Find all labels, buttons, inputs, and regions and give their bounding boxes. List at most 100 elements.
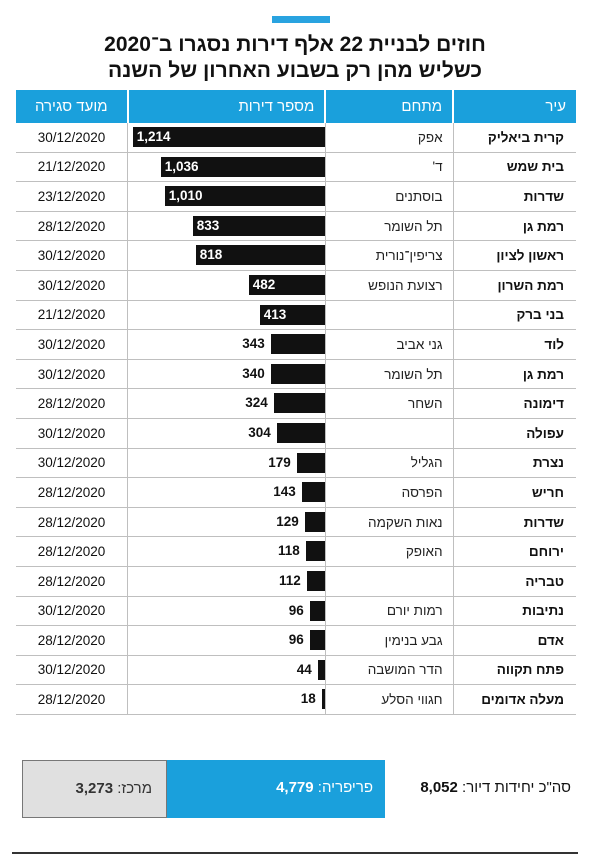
units-cell: 324: [127, 388, 326, 419]
units-value-label: 340: [242, 365, 265, 381]
units-cell: 413: [127, 300, 326, 331]
summary-periphery-value: 4,779: [276, 779, 314, 796]
units-bar: [306, 570, 325, 591]
units-bar: [309, 630, 325, 651]
table-row: קרית ביאליק אפק 1,214 30/12/2020: [16, 123, 576, 153]
summary-periphery-label: פריפריה:: [317, 779, 373, 796]
summary-total-value: 8,052: [420, 779, 458, 796]
date-cell: 30/12/2020: [16, 270, 128, 301]
complex-cell: הגליל: [324, 448, 454, 479]
date-cell: 30/12/2020: [16, 596, 128, 627]
table-row: שדרות נאות השקמה 129 28/12/2020: [16, 507, 576, 538]
date-cell: 28/12/2020: [16, 684, 128, 715]
units-value-label: 44: [296, 661, 312, 677]
bottom-divider: [12, 852, 578, 854]
complex-cell: גבע בנימין: [324, 625, 454, 656]
table-row: חריש הפרסה 143 28/12/2020: [16, 477, 576, 508]
city-cell: ראשון לציון: [452, 240, 576, 271]
date-cell: 28/12/2020: [16, 536, 128, 567]
city-cell: עפולה: [452, 418, 576, 449]
city-cell: אדם: [452, 625, 576, 656]
units-cell: 1,010: [127, 181, 326, 212]
date-cell: 28/12/2020: [16, 625, 128, 656]
units-value-label: 118: [277, 543, 300, 559]
date-cell: 30/12/2020: [16, 448, 128, 479]
column-header-date: מועד סגירה: [16, 90, 128, 123]
city-cell: לוד: [452, 329, 576, 360]
units-bar: [317, 659, 325, 680]
units-cell: 833: [127, 211, 326, 242]
city-cell: נצרת: [452, 448, 576, 479]
city-cell: פתח תקווה: [452, 655, 576, 686]
accent-bar: [272, 16, 330, 23]
units-bar: [270, 363, 325, 384]
column-header-complex: מתחם: [324, 90, 454, 123]
units-bar: [259, 304, 325, 325]
date-cell: 21/12/2020: [16, 152, 128, 183]
units-bar: [321, 689, 325, 710]
table-row: דימונה השחר 324 28/12/2020: [16, 388, 576, 419]
units-cell: 1,036: [127, 152, 326, 183]
date-cell: 23/12/2020: [16, 181, 128, 212]
chart-title: חוזים לבניית 22 אלף דירות נסגרו ב־2020: [104, 33, 486, 56]
summary-total-box: סה"כ יחידות דיור: 8,052: [385, 760, 577, 818]
units-value-label: 833: [196, 217, 220, 233]
table-row: רמת השרון רצועת הנופש 482 30/12/2020: [16, 270, 576, 301]
complex-cell: הפרסה: [324, 477, 454, 508]
table-row: מעלה אדומים חגווי הסלע 18 28/12/2020: [16, 684, 576, 715]
units-cell: 96: [127, 625, 326, 656]
city-cell: בני ברק: [452, 300, 576, 331]
table-row: רמת גן תל השומר 833 28/12/2020: [16, 211, 576, 242]
units-bar: [301, 482, 325, 503]
complex-cell: תל השומר: [324, 359, 454, 390]
units-value-label: 96: [288, 602, 304, 618]
units-bar: [192, 215, 325, 236]
column-header-units: מספר דירות: [126, 90, 326, 123]
date-cell: 21/12/2020: [16, 300, 128, 331]
date-cell: 28/12/2020: [16, 566, 128, 597]
complex-cell: גני אביב: [324, 329, 454, 360]
units-cell: 118: [127, 536, 326, 567]
units-bar: [248, 274, 325, 295]
city-cell: רמת גן: [452, 211, 576, 242]
date-cell: 30/12/2020: [16, 418, 128, 449]
units-value-label: 818: [199, 247, 223, 263]
date-cell: 28/12/2020: [16, 477, 128, 508]
complex-cell: רצועת הנופש: [324, 270, 454, 301]
table-row: שדרות בוסתנים 1,010 23/12/2020: [16, 181, 576, 212]
summary-box: מרכז: 3,273 פריפריה: 4,779 סה"כ יחידות ד…: [22, 760, 577, 818]
table-row: ירוחם האופק 118 28/12/2020: [16, 536, 576, 567]
table-row: טבריה 112 28/12/2020: [16, 566, 576, 597]
city-cell: ירוחם: [452, 536, 576, 567]
city-cell: נתיבות: [452, 596, 576, 627]
units-cell: 112: [127, 566, 326, 597]
units-cell: 818: [127, 240, 326, 271]
complex-cell: [324, 418, 454, 449]
units-cell: 482: [127, 270, 326, 301]
date-cell: 28/12/2020: [16, 211, 128, 242]
table-row: פתח תקווה הדר המושבה 44 30/12/2020: [16, 655, 576, 686]
housing-table: עיר מתחם מספר דירות מועד סגירה קרית ביאל…: [16, 90, 576, 715]
units-bar: [276, 422, 325, 443]
column-header-city: עיר: [452, 90, 576, 123]
units-value-label: 324: [245, 395, 268, 411]
city-cell: שדרות: [452, 181, 576, 212]
units-value-label: 96: [288, 632, 304, 648]
city-cell: בית שמש: [452, 152, 576, 183]
summary-center-label: מרכז:: [117, 780, 152, 797]
units-bar: [270, 334, 325, 355]
units-bar: [304, 511, 325, 532]
table-row: בית שמש ד' 1,036 21/12/2020: [16, 152, 576, 183]
date-cell: 30/12/2020: [16, 359, 128, 390]
summary-center-box: מרכז: 3,273: [22, 760, 167, 818]
units-value-label: 179: [268, 454, 291, 470]
table-row: ראשון לציון צריפין־נורית 818 30/12/2020: [16, 240, 576, 271]
complex-cell: הדר המושבה: [324, 655, 454, 686]
city-cell: חריש: [452, 477, 576, 508]
summary-total-label: סה"כ יחידות דיור:: [462, 779, 571, 796]
units-cell: 1,214: [127, 123, 326, 153]
table-header-row: עיר מתחם מספר דירות מועד סגירה: [16, 90, 576, 123]
date-cell: 28/12/2020: [16, 388, 128, 419]
table-row: רמת גן תל השומר 340 30/12/2020: [16, 359, 576, 390]
complex-cell: [324, 300, 454, 331]
